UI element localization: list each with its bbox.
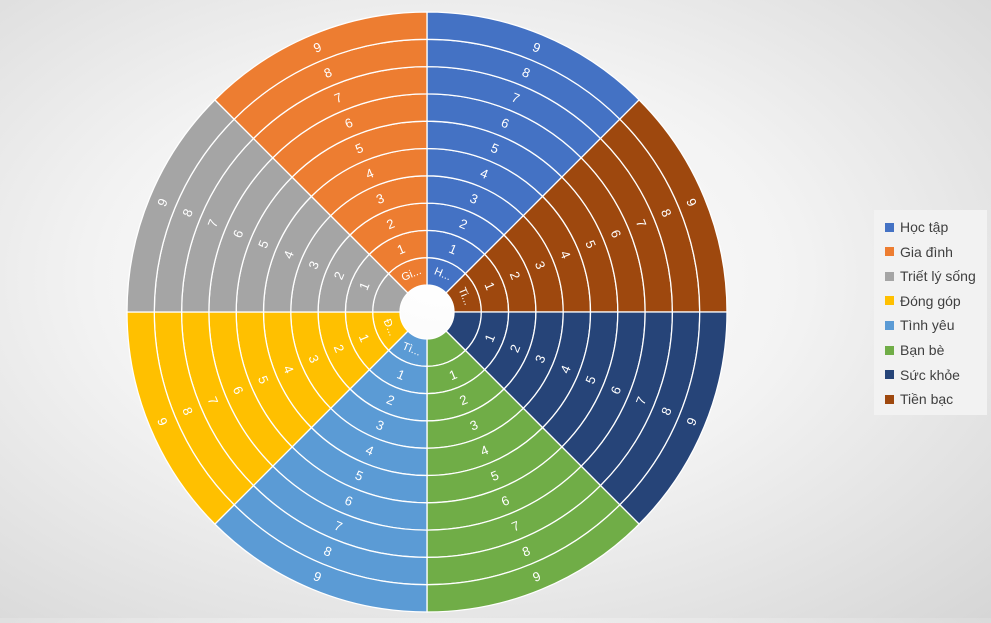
legend-item: Gia đình — [885, 242, 953, 262]
donut-segment — [213, 11, 428, 121]
legend-swatch — [885, 320, 894, 330]
legend-item: Triết lý sống — [885, 266, 976, 286]
legend-swatch — [885, 271, 894, 281]
legend-label: Học tập — [900, 219, 949, 235]
legend-swatch — [885, 394, 894, 404]
legend-swatch — [885, 370, 894, 380]
legend-swatch — [885, 345, 894, 355]
legend-item: Học tập — [885, 217, 948, 237]
legend-label: Triết lý sống — [900, 268, 976, 285]
legend-label: Tiền bạc — [900, 391, 954, 408]
legend-label: Tình yêu — [900, 317, 955, 334]
legend-item: Tiền bạc — [885, 389, 953, 409]
legend-swatch — [885, 222, 894, 232]
legend-item: Sức khỏe — [885, 365, 960, 385]
legend-swatch — [885, 296, 894, 306]
legend-label: Đóng góp — [900, 292, 961, 309]
legend-item: Bạn bè — [885, 340, 944, 360]
chart-legend: Học tập Gia đình Triết lý sống Đóng góp Tình… — [874, 210, 987, 415]
legend-label: Sức khỏe — [900, 366, 960, 383]
legend-item: Đóng góp — [885, 291, 961, 311]
legend-item: Tình yêu — [885, 315, 954, 335]
legend-swatch — [885, 247, 894, 257]
legend-label: Bạn bè — [900, 342, 945, 358]
legend-label: Gia đình — [900, 243, 953, 260]
